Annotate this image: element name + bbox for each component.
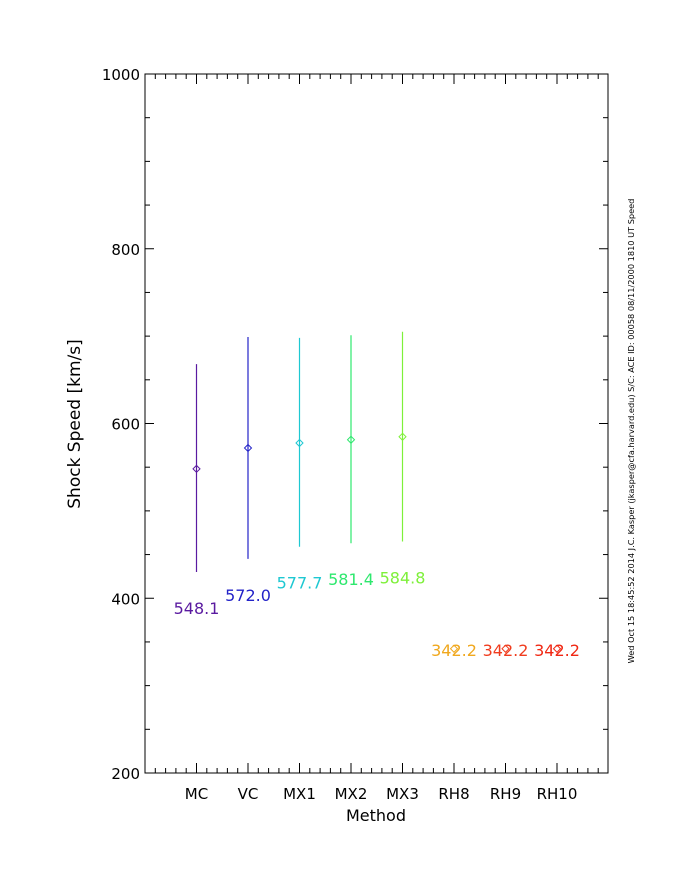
- y-axis-title: Shock Speed [km/s]: [65, 339, 85, 509]
- data-label: 577.7: [277, 574, 323, 593]
- data-label: 584.8: [380, 568, 426, 587]
- data-point-marker: [398, 432, 407, 441]
- y-tick-label: 600: [111, 416, 140, 434]
- x-tick-label: VC: [238, 785, 259, 803]
- y-tick-label: 200: [111, 765, 140, 783]
- data-point-marker: [552, 644, 562, 653]
- data-point-marker: [501, 644, 510, 653]
- x-axis-title: Method: [346, 806, 406, 825]
- side-annotation-text: Wed Oct 15 18:45:52 2014 J.C. Kasper (jk…: [626, 199, 636, 664]
- data-label: 342.2: [483, 641, 529, 660]
- x-tick-label: RH10: [537, 785, 578, 803]
- x-tick-label: RH9: [490, 785, 521, 803]
- x-tick-label: MX3: [386, 785, 419, 803]
- x-tick-label: MX2: [335, 785, 368, 803]
- y-tick-label: 800: [111, 241, 140, 259]
- y-tick-label: 400: [111, 590, 140, 608]
- x-tick-label: RH8: [438, 785, 469, 803]
- y-tick-label: 1000: [102, 66, 140, 84]
- data-marks: 548.1 572.0 577.7 581.4 584.8 342.2 342.2 342.2: [174, 331, 580, 660]
- data-point-marker: [449, 644, 459, 653]
- data-label: 581.4: [328, 570, 374, 589]
- data-point-marker: [295, 438, 304, 448]
- data-label: 572.0: [225, 586, 271, 605]
- data-label: 342.2: [534, 641, 580, 660]
- x-tick-label: MX1: [283, 785, 316, 803]
- data-point-marker: [243, 443, 253, 453]
- axes: 200 400 600 800 1000 MC VC MX1 MX2 MX3 RH8 RH9 RH10: [102, 66, 609, 803]
- data-label: 342.2: [431, 641, 477, 660]
- x-tick-label: MC: [185, 785, 208, 803]
- data-label: 548.1: [174, 599, 220, 618]
- data-point-marker: [346, 435, 356, 444]
- data-point-marker: [192, 464, 201, 474]
